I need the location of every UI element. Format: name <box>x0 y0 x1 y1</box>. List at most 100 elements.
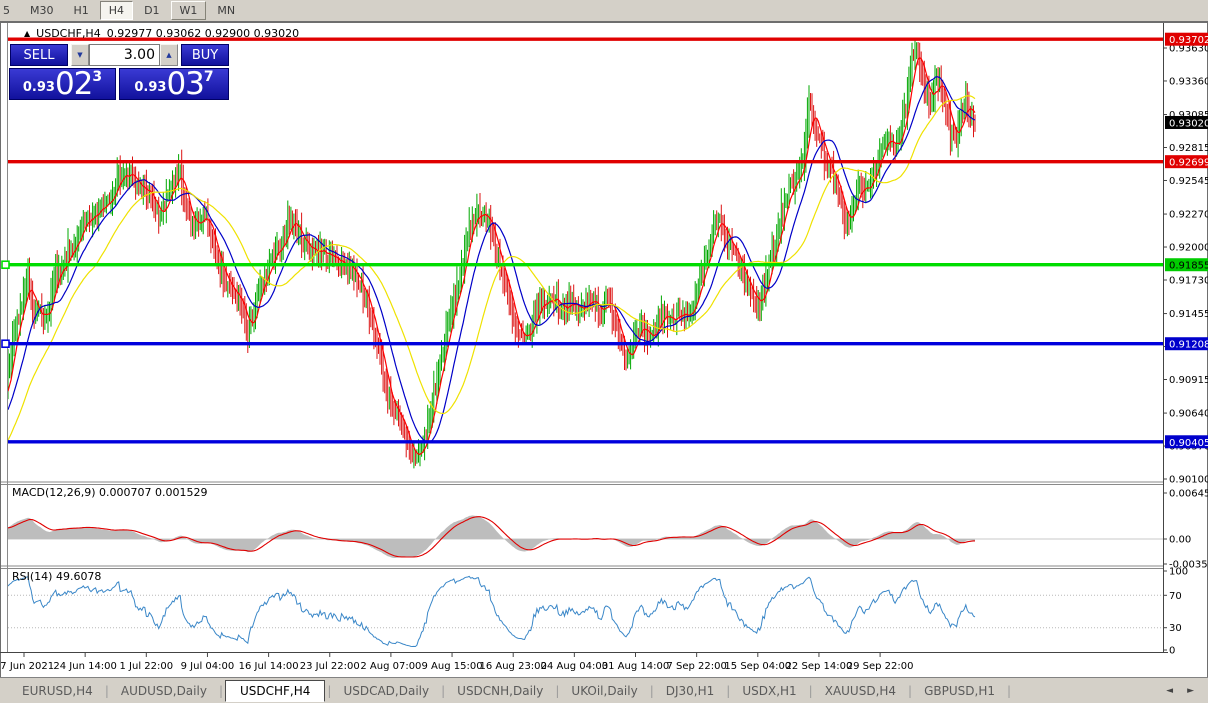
chart-tab-bar: EURUSD,H4 | AUDUSD,Daily | USDCHF,H4 | USDCAD,… <box>0 677 1208 703</box>
volume-input[interactable]: 3.00 <box>89 44 160 66</box>
chart-tab-audusd[interactable]: AUDUSD,Daily <box>120 683 207 698</box>
svg-text:0.91855: 0.91855 <box>1169 261 1208 272</box>
candles-down <box>18 42 976 466</box>
svg-text:0.93020: 0.93020 <box>1169 118 1208 129</box>
svg-text:0.92699: 0.92699 <box>1169 158 1208 169</box>
chart-tab-dj30[interactable]: DJ30,H1 <box>665 683 715 698</box>
chart-tab-usdx[interactable]: USDX,H1 <box>742 683 797 698</box>
hline-price-box <box>1165 155 1208 169</box>
tab-separator: | <box>726 683 731 698</box>
svg-text:70: 70 <box>1169 591 1182 602</box>
price-axis-tick: 0.91455 <box>1169 309 1208 320</box>
timeframe-button-h4[interactable]: H4 <box>99 1 134 20</box>
hline-price-box <box>1165 32 1208 46</box>
one-click-trade-panel: SELL ▼ 3.00 ▲ BUY 0.93 02 3 0.93 03 7 <box>9 44 229 100</box>
time-axis-label: 24 Aug 04:00 <box>541 661 608 672</box>
tab-scroll-arrows: ◄ ► <box>1166 686 1194 696</box>
timeframe-button-mn[interactable]: MN <box>217 4 236 17</box>
svg-text:0.00: 0.00 <box>1169 535 1191 546</box>
candles-up <box>8 40 973 469</box>
svg-text:0.93702: 0.93702 <box>1169 35 1208 46</box>
hline-price-box <box>1165 258 1208 272</box>
tab-separator: | <box>104 683 109 698</box>
price-chart-canvas[interactable]: 0.93630 0.93360 0.93085 0.92815 0.92545 0.922… <box>0 22 1208 678</box>
time-axis-label: 9 Jul 04:00 <box>181 661 235 672</box>
buy-price-display[interactable]: 0.93 03 7 <box>119 68 229 100</box>
sell-price-prefix: 0.93 <box>22 80 55 95</box>
time-axis-label: 23 Jul 22:00 <box>300 661 360 672</box>
chart-tab-usdcad[interactable]: USDCAD,Daily <box>343 683 430 698</box>
rsi-line <box>8 575 976 648</box>
price-axis-tick: 0.90100 <box>1169 475 1208 486</box>
hline-price-box <box>1165 435 1208 449</box>
tab-separator: | <box>555 683 560 698</box>
chart-tab-usdcnh[interactable]: USDCNH,Daily <box>457 683 544 698</box>
price-axis-tick: 0.92000 <box>1169 243 1208 254</box>
tab-separator: | <box>441 683 446 698</box>
svg-text:-0.003507: -0.003507 <box>1169 560 1208 571</box>
price-axis-tick: 0.93630 <box>1169 44 1208 55</box>
tab-scroll-right-icon[interactable]: ► <box>1187 685 1194 696</box>
time-axis-label: 17 Jun 2021 <box>0 661 54 672</box>
chart-title: ▲ USDCHF,H4 0.92977 0.93062 0.92900 0.93… <box>24 27 299 40</box>
time-axis-label: 31 Aug 14:00 <box>602 661 669 672</box>
time-axis-label: 29 Sep 22:00 <box>847 661 914 672</box>
svg-text:0: 0 <box>1169 646 1175 657</box>
price-axis-tick: 0.91730 <box>1169 275 1208 286</box>
svg-text:100: 100 <box>1169 567 1188 578</box>
buy-price-big-digits: 03 <box>166 66 204 102</box>
time-axis-label: 1 Jul 22:00 <box>119 661 173 672</box>
buy-button[interactable]: BUY <box>181 44 229 66</box>
macd-label: MACD(12,26,9) 0.000707 0.001529 <box>12 486 208 499</box>
price-axis-tick: 0.93360 <box>1169 76 1208 87</box>
ma-slow-line <box>8 95 976 441</box>
sell-price-display[interactable]: 0.93 02 3 <box>9 68 116 100</box>
chart-tab-usdchf[interactable]: USDCHF,H4 <box>224 679 326 702</box>
macd-histogram <box>8 515 975 558</box>
buy-price-pip-digit: 7 <box>203 69 214 85</box>
time-axis-label: 15 Sep 04:00 <box>724 661 791 672</box>
price-axis-tick: 0.92270 <box>1169 210 1208 221</box>
tab-scroll-left-icon[interactable]: ◄ <box>1166 685 1174 696</box>
time-axis-label: 9 Aug 15:00 <box>422 661 483 672</box>
svg-text:0.90405: 0.90405 <box>1169 438 1208 449</box>
volume-decrease-button[interactable]: ▼ <box>71 44 89 66</box>
chart-tab-ukoil[interactable]: UKOil,Daily <box>571 683 638 698</box>
ma-medium-line <box>8 76 976 444</box>
chart-tab-gbpusd[interactable]: GBPUSD,H1 <box>924 683 995 698</box>
price-axis-tick: 0.90915 <box>1169 375 1208 386</box>
timeframe-button-d1[interactable]: D1 <box>144 4 160 17</box>
svg-text:0.006451: 0.006451 <box>1169 489 1208 500</box>
macd-signal-line <box>8 516 975 558</box>
rsi-pane <box>8 575 1163 648</box>
timeframe-toolbar: 5 M30 H1 H4 D1 W1 MN <box>0 0 1208 21</box>
chart-tab-xauusd[interactable]: XAUUSD,H4 <box>824 683 897 698</box>
hline-price-box <box>1165 337 1208 351</box>
price-axis-tick: 0.92815 <box>1169 143 1208 154</box>
rsi-label: RSI(14) 49.6078 <box>12 570 101 583</box>
chart-window: 0.93630 0.93360 0.93085 0.92815 0.92545 0.922… <box>0 21 1208 678</box>
svg-text:0.91208: 0.91208 <box>1169 340 1208 351</box>
macd-pane <box>8 515 1163 558</box>
timeframe-button-m30[interactable]: M30 <box>30 4 54 17</box>
time-axis-label: 2 Aug 07:00 <box>360 661 421 672</box>
time-axis-label: 24 Jun 14:00 <box>53 661 117 672</box>
sell-button[interactable]: SELL <box>10 44 68 66</box>
ma-fast-line <box>8 57 976 456</box>
price-axis-tick: 0.93085 <box>1169 110 1208 121</box>
collapse-icon[interactable]: ▲ <box>24 29 31 38</box>
hline-handle <box>1 339 10 349</box>
timeframe-button-5[interactable]: 5 <box>3 4 10 17</box>
hline-handle <box>1 260 10 270</box>
price-axis-tick: 0.90640 <box>1169 409 1208 420</box>
spinner-up-icon: ▲ <box>166 51 172 59</box>
timeframe-button-w1[interactable]: W1 <box>170 1 207 20</box>
current-price-box <box>1165 115 1208 129</box>
chart-tab-eurusd[interactable]: EURUSD,H4 <box>22 683 93 698</box>
volume-increase-button[interactable]: ▲ <box>160 44 178 66</box>
time-axis-label: 7 Sep 22:00 <box>666 661 726 672</box>
buy-price-prefix: 0.93 <box>134 80 167 95</box>
time-axis-label: 22 Sep 14:00 <box>786 661 853 672</box>
timeframe-button-h1[interactable]: H1 <box>73 4 89 17</box>
